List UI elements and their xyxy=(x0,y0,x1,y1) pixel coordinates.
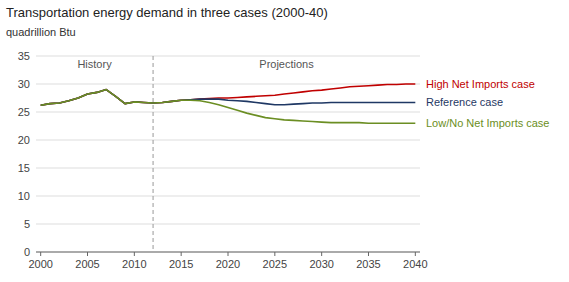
annotation: History xyxy=(77,58,112,70)
annotation: Projections xyxy=(259,58,314,70)
grid-line xyxy=(36,168,420,169)
x-tick-label: 2040 xyxy=(403,258,427,270)
grid-line xyxy=(36,112,420,113)
grid-line xyxy=(36,84,420,85)
x-tick xyxy=(40,252,41,256)
x-tick-label: 2015 xyxy=(169,258,193,270)
legend-label: Reference case xyxy=(426,96,503,108)
series-line xyxy=(41,90,416,124)
y-tick-label: 30 xyxy=(18,78,30,90)
grid-line xyxy=(36,56,420,57)
x-tick-label: 2025 xyxy=(263,258,287,270)
x-tick-label: 2035 xyxy=(356,258,380,270)
x-tick xyxy=(415,252,416,256)
y-tick-label: 35 xyxy=(18,50,30,62)
chart: Transportation energy demand in three ca… xyxy=(0,0,569,282)
y-tick-label: 25 xyxy=(18,106,30,118)
legend-label: Low/No Net Imports case xyxy=(426,117,550,129)
x-tick-label: 2030 xyxy=(309,258,333,270)
x-tick xyxy=(228,252,229,256)
series-line xyxy=(41,84,416,105)
title: Transportation energy demand in three ca… xyxy=(6,5,328,20)
x-tick xyxy=(274,252,275,256)
x-tick xyxy=(134,252,135,256)
x-tick-label: 2005 xyxy=(75,258,99,270)
grid-line xyxy=(36,140,420,141)
x-tick xyxy=(321,252,322,256)
x-tick-label: 2010 xyxy=(122,258,146,270)
x-tick xyxy=(368,252,369,256)
plot-area xyxy=(41,56,416,252)
x-tick-label: 2020 xyxy=(216,258,240,270)
divider xyxy=(153,56,154,252)
x-tick xyxy=(181,252,182,256)
x-tick xyxy=(87,252,88,256)
grid-line xyxy=(36,224,420,225)
x-tick-label: 2000 xyxy=(28,258,52,270)
grid xyxy=(36,56,420,252)
grid-line xyxy=(36,196,420,197)
y-axis-label: quadrillion Btu xyxy=(6,26,76,38)
y-tick-label: 15 xyxy=(18,162,30,174)
y-tick-label: 10 xyxy=(18,190,30,202)
y-tick-label: 20 xyxy=(18,134,30,146)
y-tick-label: 0 xyxy=(24,246,30,258)
legend-label: High Net Imports case xyxy=(426,78,535,90)
y-tick-label: 5 xyxy=(24,218,30,230)
